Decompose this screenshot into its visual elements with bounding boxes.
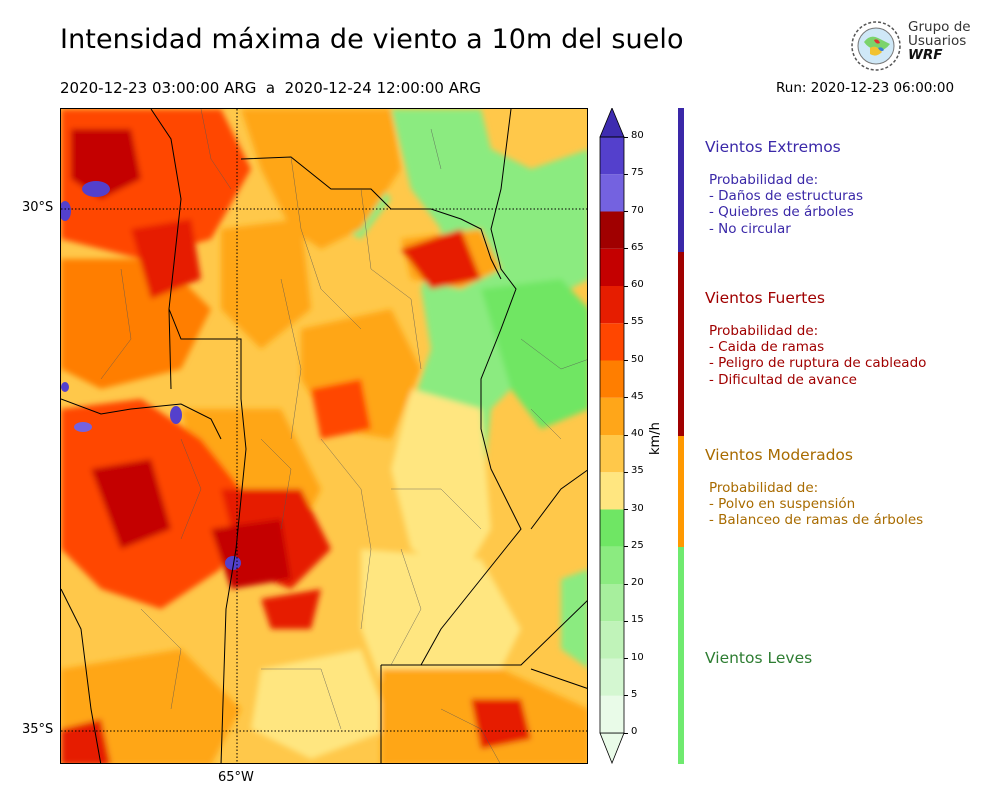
colorbar-tick-label: 60 xyxy=(631,279,644,290)
colorbar-segment xyxy=(600,248,624,286)
colorbar-segment xyxy=(600,658,624,696)
colorbar-segment xyxy=(600,472,624,510)
category-extremos: Vientos Extremos Probabilidad de: - Daño… xyxy=(705,138,995,237)
category-line: - Caida de ramas xyxy=(709,339,825,356)
grupo-usuarios-wrf-logo: Grupo de Usuarios WRF xyxy=(848,18,978,74)
colorbar-tick-mark xyxy=(624,434,628,436)
logo-line-2: Usuarios xyxy=(908,33,967,49)
lon-label-65w: 65°W xyxy=(218,770,254,785)
colorbar-tick-mark xyxy=(624,136,628,138)
lat-label-30s: 30°S xyxy=(22,200,54,215)
colorbar-segment xyxy=(600,584,624,622)
colorbar-segment xyxy=(600,360,624,398)
colorbar-tick-label: 35 xyxy=(631,465,644,477)
category-line: - Peligro de ruptura de cableado xyxy=(709,355,927,372)
category-line: - Dificultad de avance xyxy=(709,371,857,388)
colorbar-high-extension xyxy=(599,106,625,138)
colorbar-tick-mark xyxy=(624,509,628,510)
category-title: Vientos Extremos xyxy=(705,138,841,156)
colorbar-tick-label: 5 xyxy=(631,688,638,700)
wind-map xyxy=(60,108,588,764)
colorbar-tick-mark xyxy=(624,248,628,250)
category-line: Probabilidad de: xyxy=(709,172,819,188)
colorbar-tick-label: 0 xyxy=(631,726,638,737)
colorbar-segment xyxy=(600,397,624,435)
colorbar-segment xyxy=(600,323,624,361)
colorbar-segment xyxy=(600,435,624,473)
colorbar-tick-label: 10 xyxy=(631,651,644,663)
colorbar-segment xyxy=(600,137,624,175)
category-line: - Quiebres de árboles xyxy=(709,204,854,221)
colorbar-tick-mark xyxy=(624,211,628,212)
logo-line-3: WRF xyxy=(908,47,943,63)
colorbar-tick-mark xyxy=(624,546,628,548)
colorbar-tick-mark xyxy=(624,285,628,287)
colorbar xyxy=(598,106,628,772)
globe-logo-icon xyxy=(851,21,901,71)
band-leves xyxy=(678,547,684,764)
band-extremos xyxy=(678,108,684,252)
colorbar-tick-mark xyxy=(624,620,628,622)
colorbar-tick-mark xyxy=(624,583,628,585)
model-run: Run: 2020-12-23 06:00:00 xyxy=(776,80,955,96)
colorbar-tick-label: 45 xyxy=(631,390,644,402)
colorbar-segment xyxy=(600,174,624,212)
colorbar-segment xyxy=(600,621,624,659)
category-line: Probabilidad de: xyxy=(709,323,819,339)
colorbar-tick-label: 70 xyxy=(631,204,644,216)
forecast-period: 2020-12-23 03:00:00 ARG a 2020-12-24 12:… xyxy=(60,79,482,97)
colorbar-tick-label: 20 xyxy=(631,577,644,588)
category-leves: Vientos Leves xyxy=(705,649,995,683)
colorbar-tick-mark xyxy=(624,471,628,473)
colorbar-segment xyxy=(600,695,624,733)
colorbar-tick-label: 25 xyxy=(631,539,644,551)
band-fuertes xyxy=(678,252,684,436)
colorbar-tick-label: 55 xyxy=(631,316,644,328)
colorbar-tick-mark xyxy=(624,173,628,175)
colorbar-tick-mark xyxy=(624,322,628,324)
map-title: Intensidad máxima de viento a 10m del su… xyxy=(60,24,684,55)
colorbar-unit: km/h xyxy=(648,422,663,455)
category-line: - Polvo en suspensión xyxy=(709,496,856,513)
colorbar-tick-label: 65 xyxy=(631,241,644,253)
colorbar-tick-mark xyxy=(624,658,628,659)
category-title: Vientos Leves xyxy=(705,649,813,667)
band-moderados xyxy=(678,436,684,547)
colorbar-segment xyxy=(600,286,624,324)
colorbar-tick-label: 15 xyxy=(631,614,644,626)
colorbar-low-extension xyxy=(599,732,625,765)
colorbar-tick-label: 30 xyxy=(631,502,644,514)
category-title: Vientos Moderados xyxy=(705,446,853,464)
colorbar-segment xyxy=(600,509,624,547)
logo-text: Grupo de Usuarios WRF xyxy=(908,20,971,62)
category-line: Probabilidad de: xyxy=(709,480,819,496)
colorbar-tick-mark xyxy=(624,360,628,361)
colorbar-tick-mark xyxy=(624,695,628,697)
category-line: - Daños de estructuras xyxy=(709,188,864,205)
category-title: Vientos Fuertes xyxy=(705,289,825,307)
colorbar-segment xyxy=(600,211,624,249)
colorbar-tick-mark xyxy=(624,732,628,734)
colorbar-scale xyxy=(599,106,625,765)
category-fuertes: Vientos Fuertes Probabilidad de: - Caida… xyxy=(705,289,995,388)
colorbar-tick-label: 80 xyxy=(631,130,644,141)
colorbar-tick-label: 40 xyxy=(631,428,644,439)
colorbar-tick-label: 75 xyxy=(631,167,644,179)
colorbar-segment xyxy=(600,546,624,584)
category-line: - No circular xyxy=(709,220,791,237)
wind-field-raster xyxy=(61,109,587,763)
colorbar-tick-mark xyxy=(624,397,628,399)
lat-label-35s: 35°S xyxy=(22,722,54,737)
category-line: - Balanceo de ramas de árboles xyxy=(709,512,924,529)
logo-line-1: Grupo de xyxy=(908,19,971,35)
colorbar-tick-label: 50 xyxy=(631,353,644,365)
category-moderados: Vientos Moderados Probabilidad de: - Pol… xyxy=(705,446,995,529)
